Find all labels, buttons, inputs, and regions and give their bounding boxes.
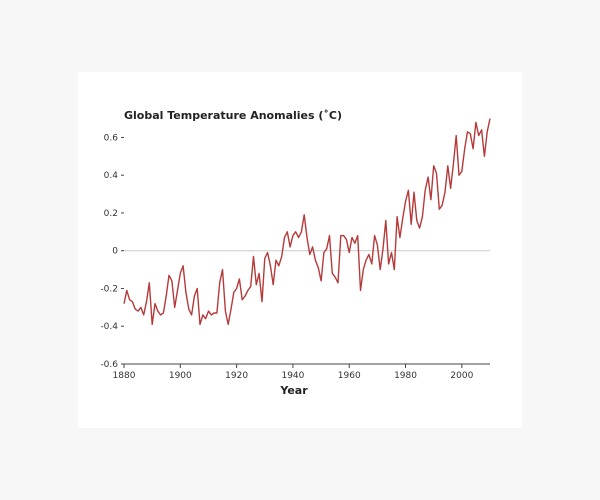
ticks-group: -0.6 -0.4 -0.2 0 0.2 0.4 0.6 1880 1900 1920 1940 19… [100, 133, 473, 381]
x-tick-label: 1940 [281, 371, 304, 381]
x-axis-label: Year [279, 384, 308, 397]
y-tick-label: 0.4 [104, 171, 119, 181]
y-tick-label: 0.6 [104, 133, 119, 143]
chart-card: Global Temperature Anomalies (˚C) -0.6 -0… [78, 72, 522, 428]
y-tick-label: 0 [112, 247, 118, 257]
x-tick-label: 1920 [225, 371, 248, 381]
x-tick-label: 1980 [394, 371, 417, 381]
chart-title: Global Temperature Anomalies (˚C) [124, 109, 342, 122]
y-tick-label: -0.4 [100, 322, 118, 332]
y-tick-label: 0.2 [104, 209, 118, 219]
x-tick-label: 1900 [169, 371, 192, 381]
temperature-line-chart: Global Temperature Anomalies (˚C) -0.6-0… [100, 109, 491, 397]
x-tick-label: 1960 [338, 371, 361, 381]
y-tick-label: -0.6 [100, 360, 118, 370]
series-group [123, 118, 491, 326]
x-tick-label: 2000 [450, 371, 473, 381]
y-tick-label: -0.2 [100, 284, 118, 294]
temperature-anomaly-series-line [123, 118, 491, 326]
x-tick-label: 1880 [113, 371, 136, 381]
